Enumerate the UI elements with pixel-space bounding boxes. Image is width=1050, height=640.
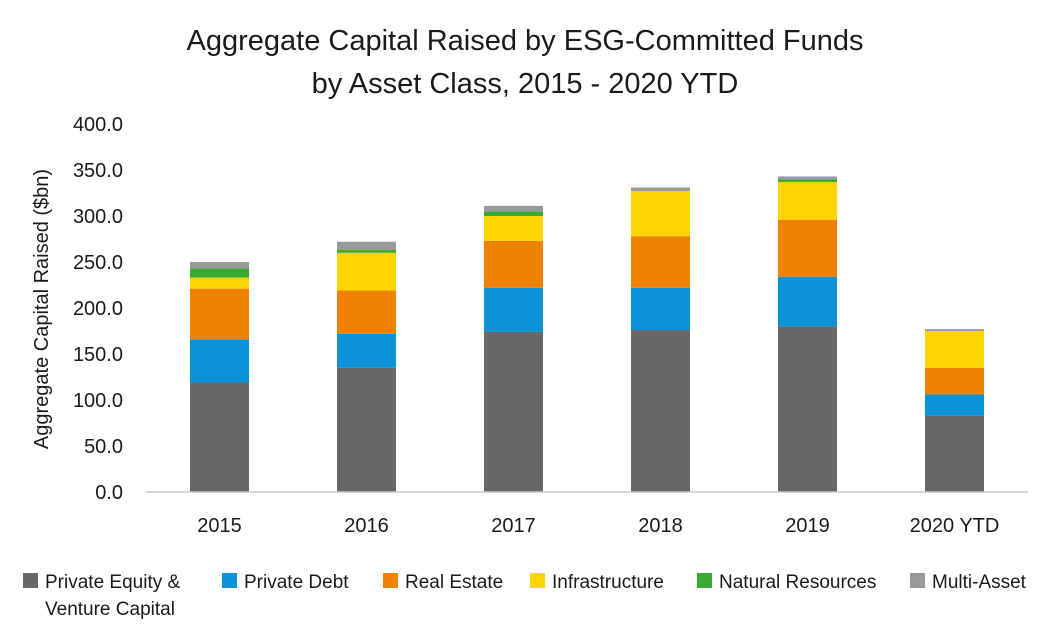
bar-segment-infrastructure <box>778 181 837 220</box>
y-tick-label: 250.0 <box>73 252 123 274</box>
legend-label-infrastructure: Infrastructure <box>552 572 664 593</box>
y-tick-label: 200.0 <box>73 298 123 320</box>
bar-segment-private-debt <box>190 339 249 383</box>
legend-label-natural-resources: Natural Resources <box>719 572 876 593</box>
x-tick-label: 2019 <box>785 515 830 537</box>
chart-title-line-2: by Asset Class, 2015 - 2020 YTD <box>312 68 739 100</box>
legend-swatch-real-estate <box>383 573 398 588</box>
x-tick-label: 2020 YTD <box>910 515 1000 537</box>
bar-segment-private-equity-venture-capital <box>484 331 543 492</box>
chart-title-line-1: Aggregate Capital Raised by ESG-Committe… <box>187 25 864 57</box>
y-tick-label: 400.0 <box>73 114 123 136</box>
bar-segment-multi-asset <box>484 205 543 212</box>
x-axis-ticks: 2015 2016 2017 2018 2019 2020 YTD <box>197 515 999 537</box>
bar-segment-infrastructure <box>631 191 690 237</box>
bar-segment-real-estate <box>925 367 984 395</box>
bar-segment-private-debt <box>778 276 837 327</box>
bar-segment-natural-resources <box>190 268 249 278</box>
bar-segment-real-estate <box>337 290 396 334</box>
y-tick-label: 50.0 <box>84 436 123 458</box>
legend-swatch-private-equity-venture-capital <box>23 573 38 588</box>
bar-segment-infrastructure <box>925 331 984 368</box>
x-tick-label: 2017 <box>491 515 536 537</box>
x-tick-label: 2016 <box>344 515 389 537</box>
bar-segment-real-estate <box>190 288 249 340</box>
bar-segment-real-estate <box>484 240 543 288</box>
bar-segment-infrastructure <box>337 252 396 291</box>
bar-segment-infrastructure <box>190 277 249 289</box>
y-tick-label: 100.0 <box>73 390 123 412</box>
bar-segment-private-equity-venture-capital <box>631 330 690 492</box>
bar-segment-private-equity-venture-capital <box>778 326 837 492</box>
bar-segment-multi-asset <box>778 176 837 180</box>
legend-label-private-debt: Private Debt <box>244 572 349 593</box>
legend-label-private-equity-venture-capital: Venture Capital <box>45 599 175 620</box>
y-axis-ticks: 0.0 50.0 100.0 150.0 200.0 250.0 300.0 350.0 400… <box>73 114 123 504</box>
bar-segment-multi-asset <box>337 241 396 251</box>
bar-segment-multi-asset <box>190 262 249 269</box>
bar-segment-natural-resources <box>337 250 396 253</box>
y-tick-label: 150.0 <box>73 344 123 366</box>
legend-label-multi-asset: Multi-Asset <box>932 572 1027 593</box>
legend-label-real-estate: Real Estate <box>405 572 503 593</box>
bar-segment-private-debt <box>484 287 543 332</box>
bar-segment-private-debt <box>631 287 690 331</box>
bar-segment-private-debt <box>337 333 396 368</box>
x-tick-label: 2018 <box>638 515 683 537</box>
bar-segment-real-estate <box>631 236 690 288</box>
bar-segment-multi-asset <box>631 187 690 192</box>
bar-segment-real-estate <box>778 219 837 277</box>
y-tick-label: 350.0 <box>73 160 123 182</box>
x-tick-label: 2015 <box>197 515 242 537</box>
bar-segment-private-equity-venture-capital <box>925 415 984 492</box>
legend: Private Equity & Venture Capital Private D… <box>23 572 1027 620</box>
y-tick-label: 300.0 <box>73 206 123 228</box>
bar-segment-natural-resources <box>484 211 543 216</box>
bar-segment-private-equity-venture-capital <box>337 367 396 492</box>
bar-segment-private-debt <box>925 394 984 416</box>
bar-segment-multi-asset <box>925 329 984 331</box>
y-tick-label: 0.0 <box>95 482 123 504</box>
legend-swatch-natural-resources <box>697 573 712 588</box>
legend-swatch-infrastructure <box>530 573 545 588</box>
bar-segment-natural-resources <box>778 179 837 182</box>
legend-label-private-equity-venture-capital: Private Equity & <box>45 572 180 593</box>
legend-swatch-multi-asset <box>910 573 925 588</box>
bars <box>190 176 984 492</box>
legend-swatch-private-debt <box>222 573 237 588</box>
y-axis-title: Aggregate Capital Raised ($bn) <box>31 169 53 449</box>
bar-segment-private-equity-venture-capital <box>190 382 249 492</box>
bar-segment-infrastructure <box>484 216 543 241</box>
